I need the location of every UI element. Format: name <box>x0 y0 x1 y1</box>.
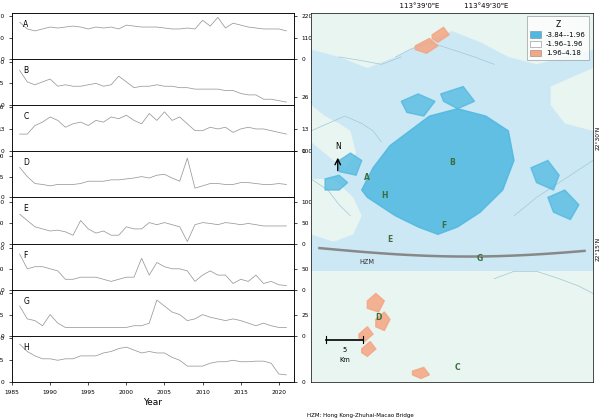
Text: HZM: Hong Kong-Zhuhai-Macao Bridge: HZM: Hong Kong-Zhuhai-Macao Bridge <box>307 413 414 418</box>
Text: D: D <box>376 313 382 322</box>
Polygon shape <box>362 109 514 234</box>
Text: 22°30'N: 22°30'N <box>596 126 601 150</box>
Polygon shape <box>325 175 347 190</box>
Polygon shape <box>531 160 559 190</box>
Text: C: C <box>455 363 461 372</box>
Text: N: N <box>335 142 341 151</box>
Text: A: A <box>23 19 28 29</box>
Polygon shape <box>367 294 384 312</box>
Text: F: F <box>441 220 446 230</box>
Text: 22°15'N: 22°15'N <box>596 237 601 261</box>
Legend: -3.84–-1.96, -1.96–1.96, 1.96–4.18: -3.84–-1.96, -1.96–1.96, 1.96–4.18 <box>527 16 589 60</box>
Polygon shape <box>551 68 593 131</box>
Text: E: E <box>23 204 28 213</box>
Polygon shape <box>311 31 356 168</box>
Polygon shape <box>311 179 362 242</box>
Text: E: E <box>387 235 393 244</box>
Polygon shape <box>362 341 376 356</box>
Polygon shape <box>415 39 438 53</box>
Text: H: H <box>381 191 388 200</box>
Text: B: B <box>449 158 455 167</box>
Text: D: D <box>23 158 29 167</box>
Text: A: A <box>364 173 370 181</box>
Polygon shape <box>441 87 474 109</box>
Text: G: G <box>477 254 483 263</box>
Text: Km: Km <box>340 357 350 363</box>
Text: HZM: HZM <box>359 259 374 265</box>
Title:   113°39'0"E           113°49'30"E: 113°39'0"E 113°49'30"E <box>396 3 509 9</box>
Polygon shape <box>432 27 449 42</box>
Polygon shape <box>311 271 593 382</box>
Polygon shape <box>548 190 579 220</box>
Polygon shape <box>401 94 435 116</box>
Polygon shape <box>376 312 390 331</box>
Text: 5: 5 <box>343 347 347 353</box>
Polygon shape <box>412 368 429 378</box>
X-axis label: Year: Year <box>143 398 163 407</box>
Polygon shape <box>311 13 593 68</box>
Text: F: F <box>23 250 28 260</box>
Text: G: G <box>23 297 29 306</box>
Text: B: B <box>23 66 28 75</box>
Polygon shape <box>359 327 373 341</box>
Text: C: C <box>23 112 28 121</box>
Polygon shape <box>339 153 362 175</box>
Text: H: H <box>23 343 29 352</box>
